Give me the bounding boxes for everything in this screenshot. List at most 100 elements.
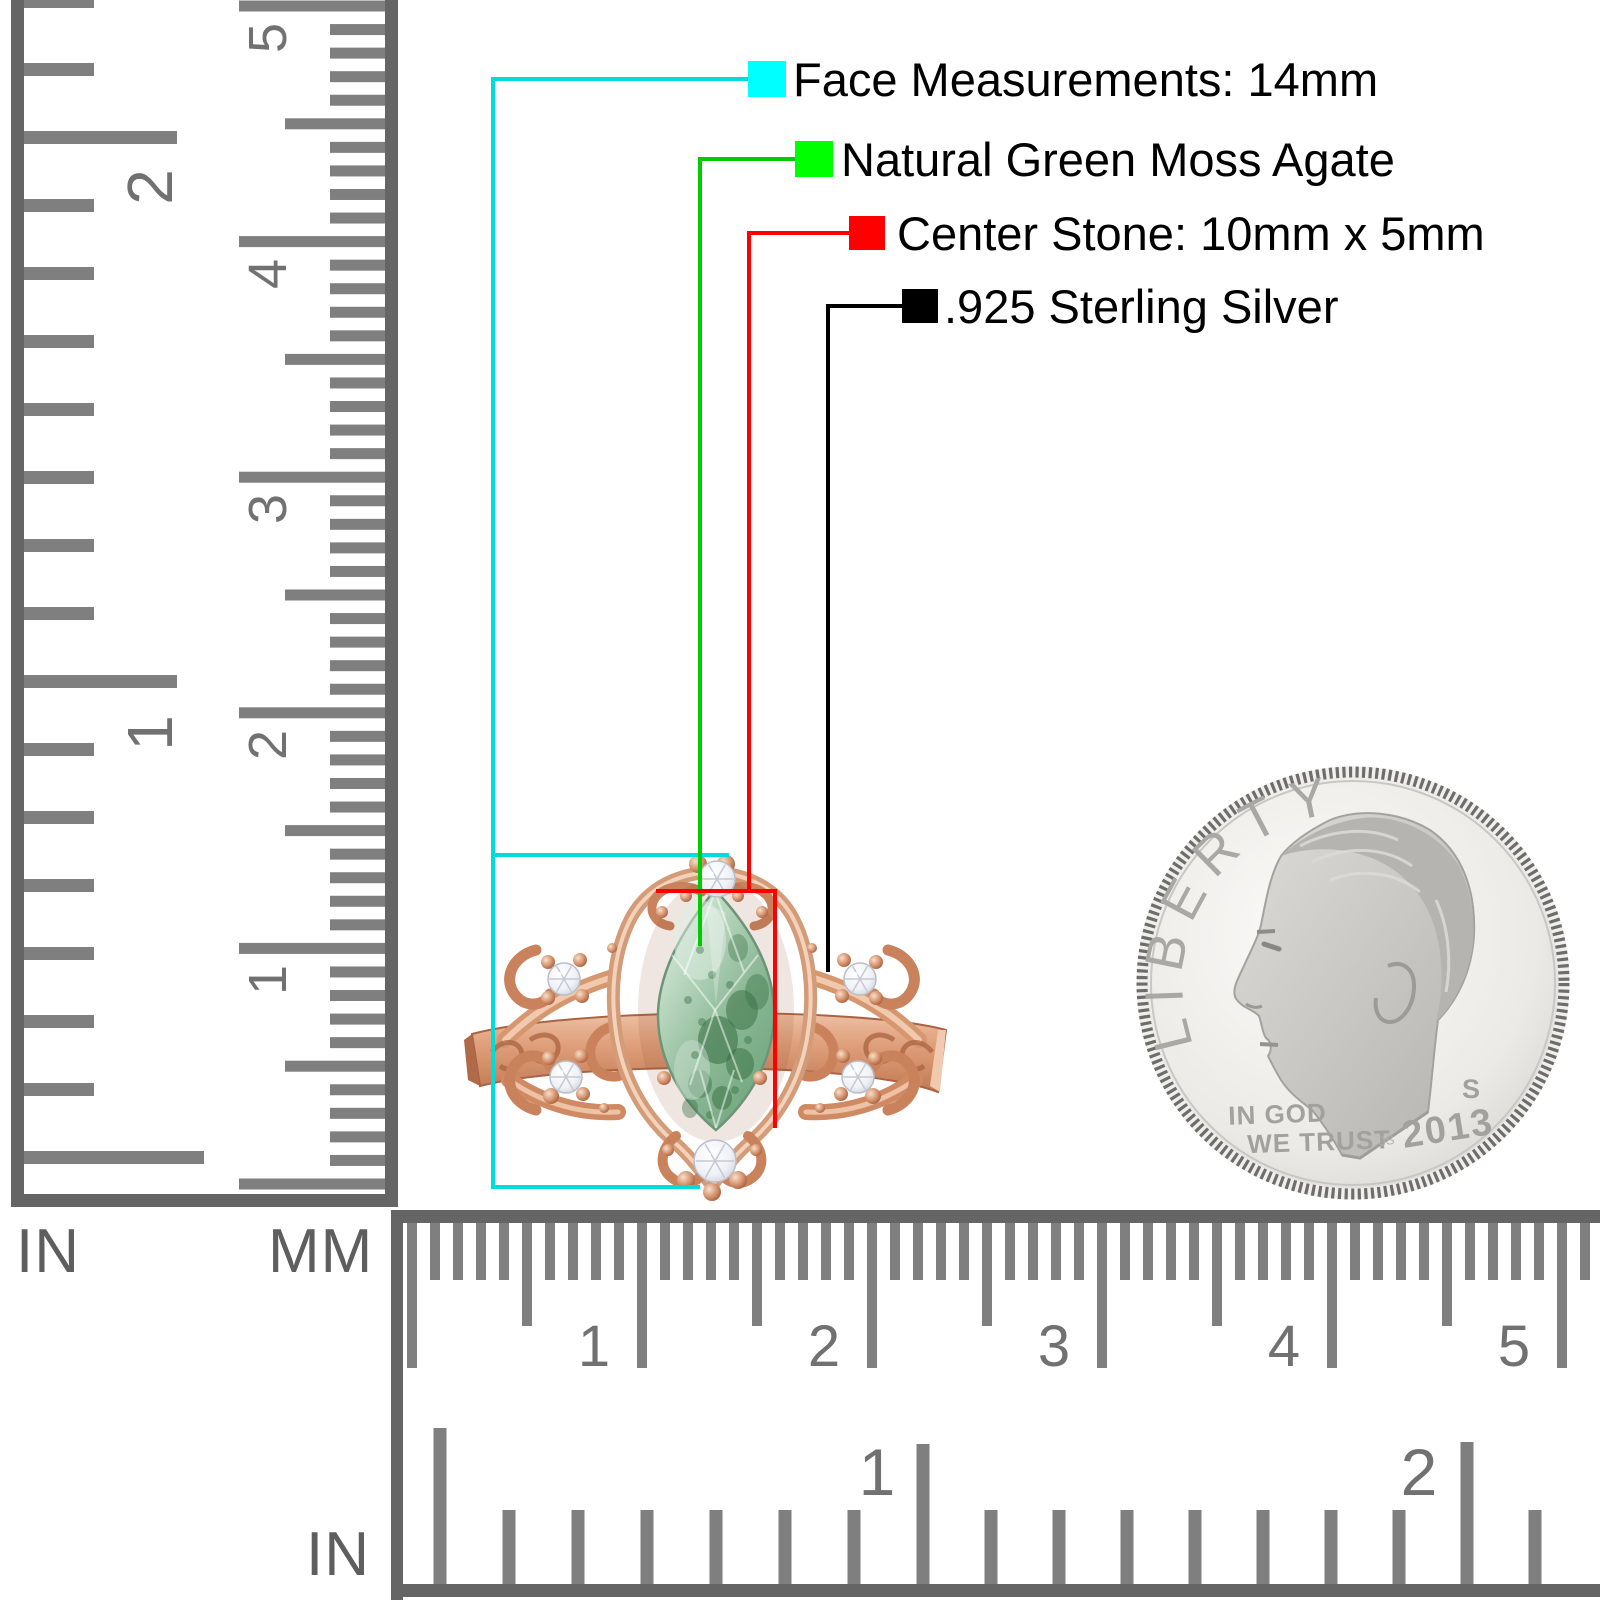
ruler-tick [239,1178,385,1190]
gold-bead [729,1171,747,1189]
accent-diamond [693,1139,737,1183]
ruler-tick [1528,1510,1542,1584]
annotation-stone-type: Natural Green Moss Agate [841,133,1395,186]
ruler-tick [709,1510,723,1584]
moss-blob [726,990,758,1030]
ruler-tick [24,267,94,280]
ruler-number: 4 [1268,1314,1300,1379]
annotation-center-stone: Center Stone: 10mm x 5mm [897,207,1485,260]
dime-coin: LIBERTY IN GOD WE TRUST S 2013 JS [1134,764,1570,1200]
annotation-metal: .925 Sterling Silver [944,280,1339,333]
gold-bead [656,906,668,918]
ruler-tick [24,471,94,484]
ruler-tick [433,1428,447,1584]
ruler-tick [1580,1223,1590,1280]
diamond-facet [704,1143,726,1179]
gold-beads [541,855,883,1201]
ruler-tick [330,401,385,413]
ruler-number: 2 [808,1314,840,1379]
gold-bead [574,1049,588,1063]
ruler-tick [24,947,94,960]
ruler-tick [1051,1223,1061,1280]
svg-text:WE TRUST: WE TRUST [1247,1124,1392,1159]
gold-bead [541,991,555,1005]
annotation-face-measurements: Face Measurements: 14mm [793,53,1379,106]
center_stone-callout-line [747,231,849,891]
ruler-tick [1052,1510,1066,1584]
ruler-tick [330,1037,385,1049]
ruler-tick [1396,1223,1406,1280]
band-end-left [464,1034,480,1086]
gold-bead [865,1088,881,1104]
ruler-tick [330,636,385,648]
bottom-ruler-mm-scale: 1 2 3 4 5 [407,1223,1590,1379]
metal-callout-line [826,304,902,972]
left-ruler-inch-unit-label: IN [16,1217,80,1286]
diamond-sparkle [709,871,714,876]
ruler-tick [1460,1442,1474,1584]
center_stone-swatch-icon [849,216,885,250]
ruler-tick [775,1223,785,1280]
gold-bead [756,906,768,918]
ruler-tick [959,1223,969,1280]
left-ruler-left-edge [11,0,24,1206]
ruler-number: 5 [238,23,298,53]
ruler-tick [847,1510,861,1584]
gold-bead [869,955,883,969]
moss-speckle [744,1036,752,1044]
diamond-facet [708,864,726,894]
coin-reeded-edge [1136,766,1570,1200]
ruler-tick [24,199,94,212]
center-stone-marquise [656,888,776,1132]
ruler-tick [330,24,385,36]
diamond-facet [849,1063,867,1091]
ruler-tick [330,259,385,271]
ruler-tick [545,1223,555,1280]
ruler-tick [568,1223,578,1280]
ruler-tick [330,730,385,742]
gold-bead [753,1071,767,1085]
ruler-tick [239,942,385,954]
gold-bead [834,1087,848,1101]
ruler-tick [24,63,94,76]
ruler-tick [729,1223,739,1280]
ruler-tick [1074,1223,1084,1280]
ruler-tick [330,966,385,978]
ruler-tick [24,0,94,8]
band-end-right [930,1030,946,1092]
gold-bead [703,1183,721,1201]
ruler-tick [285,118,385,130]
ruler-tick [239,471,385,483]
measurement-callouts [491,61,938,1189]
gold-bead [543,1088,559,1104]
moss-speckle [708,971,716,979]
ruler-tick [330,188,385,200]
portrait-mouth [1259,1042,1279,1047]
ruler-tick [330,872,385,884]
ruler-tick [591,1223,601,1280]
diamond-facet [555,965,573,993]
gold-bead [750,1144,762,1156]
gold-bead [541,955,555,969]
ruler-tick [752,1223,762,1326]
gold-bead [868,1051,882,1065]
ruler-tick [24,1083,94,1096]
ruler-tick [499,1223,509,1280]
ruler-tick [330,1131,385,1143]
ruler-tick [24,335,94,348]
ruler-tick [660,1223,670,1280]
ruler-tick [984,1510,998,1584]
diamond-facet [851,965,869,993]
left-ruler-inch-scale: 21 [24,0,204,1164]
ruler-tick [330,895,385,907]
coin-mint-mark: S [1462,1074,1480,1104]
ruler-tick [24,743,94,756]
gold-bead [836,1049,850,1063]
ruler-tick [1212,1223,1222,1326]
ruler-tick [1005,1223,1015,1280]
ruler-tick [330,990,385,1002]
ruler-tick [1392,1510,1406,1584]
ruler-tick [285,353,385,365]
gold-bead [869,991,883,1005]
